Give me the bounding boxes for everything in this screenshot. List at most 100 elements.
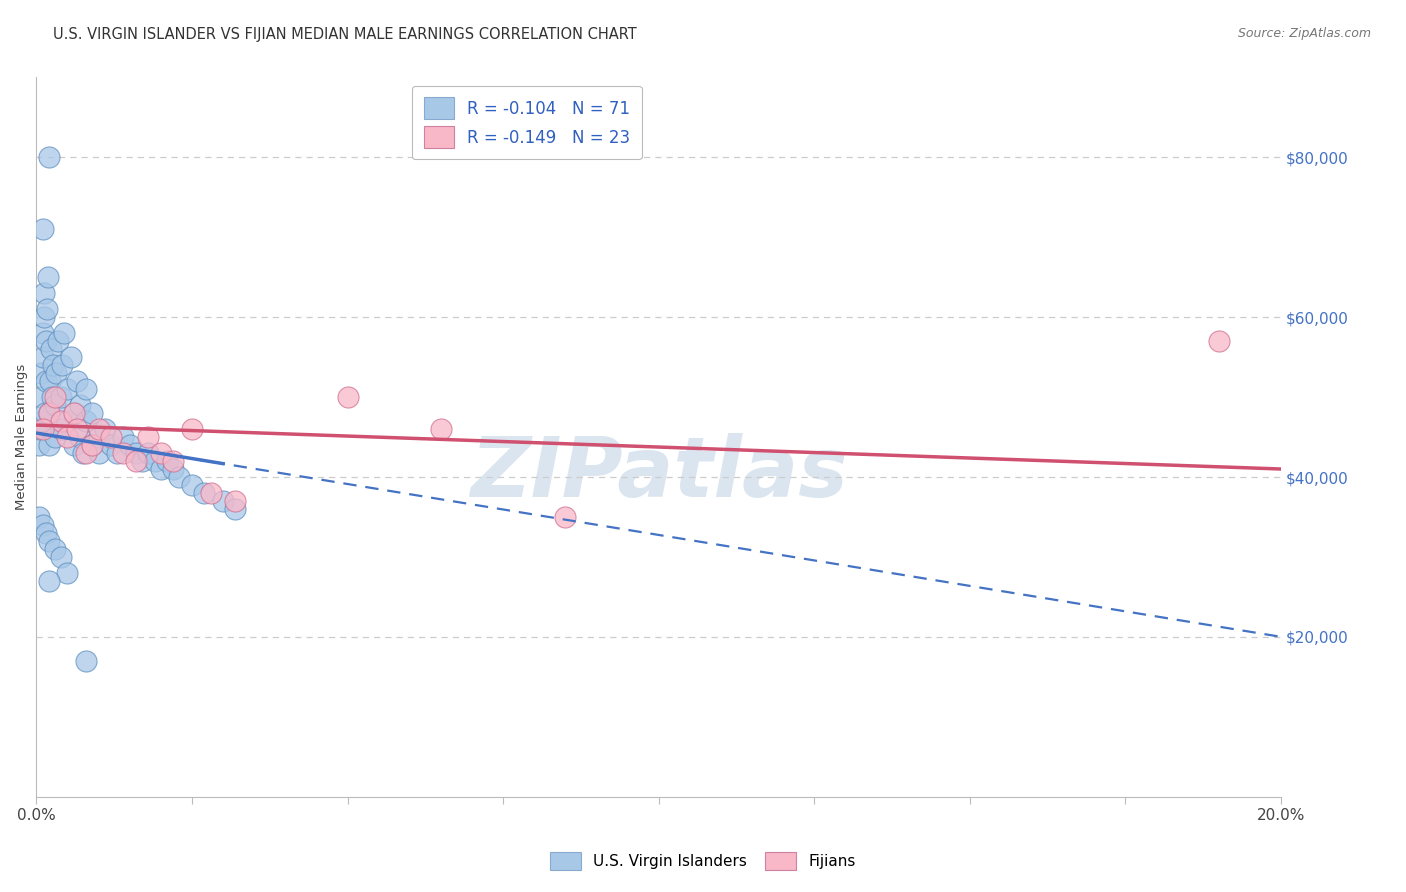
Point (69, 398, 91, 412)
Point (34, 286, 56, 301)
Point (41, 390, 63, 404)
Point (82, 438, 104, 452)
Point (87, 446, 110, 460)
Point (38, 574, 60, 588)
Point (31, 326, 53, 341)
Text: ZIPatlas: ZIPatlas (470, 433, 848, 514)
Point (69, 430, 91, 444)
Point (138, 430, 160, 444)
Point (34, 525, 56, 540)
Point (75, 446, 97, 460)
Point (100, 438, 122, 452)
Point (34, 374, 56, 388)
Point (138, 446, 160, 460)
Point (31, 414, 53, 428)
Point (59, 350, 82, 364)
Point (44, 390, 66, 404)
Point (75, 414, 97, 428)
Point (28, 510, 51, 524)
Point (51, 390, 73, 404)
Point (53, 326, 76, 341)
Point (149, 462, 172, 476)
Point (100, 430, 122, 444)
Point (39, 342, 62, 356)
Point (336, 390, 359, 404)
Point (82, 438, 104, 452)
Point (66, 422, 89, 436)
Point (430, 422, 453, 436)
Point (38, 150, 60, 164)
Point (125, 454, 148, 468)
Point (212, 494, 235, 508)
Point (31, 350, 53, 364)
Point (66, 374, 89, 388)
Point (87, 422, 110, 436)
Point (38, 406, 60, 420)
Point (35, 334, 58, 348)
Point (51, 549, 73, 564)
Point (181, 422, 204, 436)
Point (42, 358, 65, 372)
Point (46, 334, 69, 348)
Point (143, 454, 166, 468)
Point (112, 430, 135, 444)
Point (39, 374, 62, 388)
Point (38, 533, 60, 548)
Point (125, 446, 148, 460)
Point (45, 366, 67, 380)
Point (44, 541, 66, 556)
Point (37, 270, 59, 285)
Point (162, 462, 184, 476)
Point (44, 430, 66, 444)
Point (56, 382, 79, 396)
Point (32, 310, 55, 325)
Point (105, 446, 128, 460)
Point (1208, 334, 1230, 348)
Point (38, 438, 60, 452)
Point (82, 406, 104, 420)
Point (224, 494, 246, 508)
Point (31, 222, 53, 236)
Point (34, 406, 56, 420)
Point (35, 302, 58, 317)
Text: U.S. VIRGIN ISLANDER VS FIJIAN MEDIAN MALE EARNINGS CORRELATION CHART: U.S. VIRGIN ISLANDER VS FIJIAN MEDIAN MA… (53, 27, 637, 42)
Point (28, 422, 51, 436)
Text: Source: ZipAtlas.com: Source: ZipAtlas.com (1237, 27, 1371, 40)
Point (56, 566, 79, 580)
Point (193, 486, 215, 500)
Point (224, 502, 246, 516)
Point (156, 454, 179, 468)
Point (51, 414, 73, 428)
Point (75, 382, 97, 396)
Point (44, 398, 66, 412)
Point (75, 654, 97, 668)
Point (38, 406, 60, 420)
Point (162, 454, 184, 468)
Point (31, 422, 53, 436)
Point (30, 390, 52, 404)
Point (118, 438, 141, 452)
Point (28, 438, 51, 452)
Legend: U.S. Virgin Islanders, Fijians: U.S. Virgin Islanders, Fijians (543, 845, 863, 877)
Point (62, 406, 84, 420)
Legend: R = -0.104   N = 71, R = -0.149   N = 23: R = -0.104 N = 71, R = -0.149 N = 23 (412, 86, 641, 160)
Point (56, 414, 79, 428)
Point (72, 446, 94, 460)
Point (200, 486, 222, 500)
Point (87, 430, 110, 444)
Point (131, 454, 153, 468)
Point (56, 430, 79, 444)
Point (30, 366, 52, 380)
Point (554, 510, 576, 524)
Point (181, 478, 204, 492)
Point (169, 470, 191, 484)
Point (94, 422, 117, 436)
Point (62, 406, 84, 420)
Point (62, 438, 84, 452)
Point (51, 358, 73, 372)
Point (112, 446, 135, 460)
Point (51, 422, 73, 436)
Y-axis label: Median Male Earnings: Median Male Earnings (15, 364, 28, 510)
Point (149, 446, 172, 460)
Point (31, 518, 53, 533)
